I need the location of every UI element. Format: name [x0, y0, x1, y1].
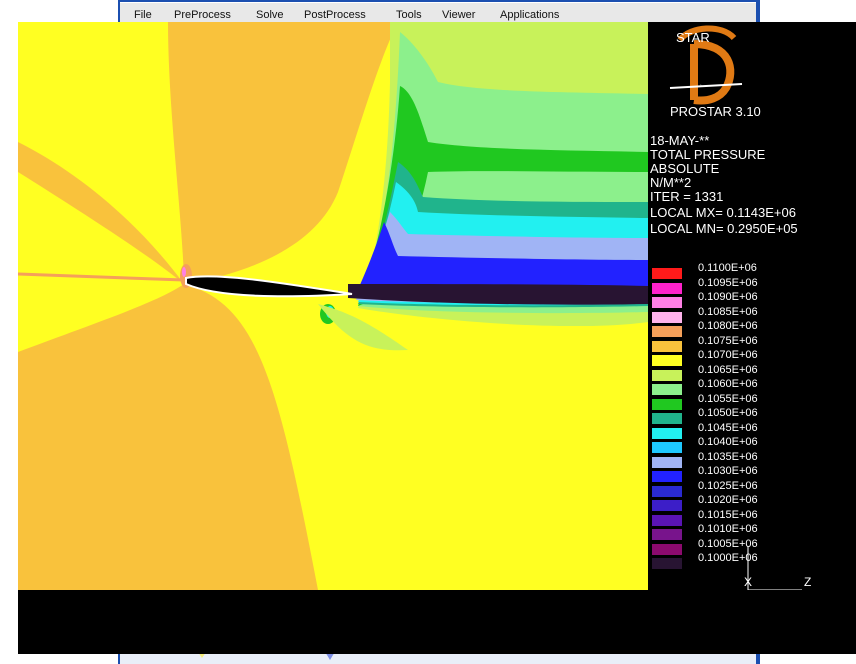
- legend-label: 0.1080E+06: [698, 320, 758, 332]
- legend-label: 0.1060E+06: [698, 378, 758, 390]
- legend-label: 0.1020E+06: [698, 494, 758, 506]
- legend-swatch: [652, 282, 682, 294]
- legend-label: 0.1100E+06: [698, 262, 757, 274]
- menu-viewer[interactable]: Viewer: [442, 9, 476, 21]
- legend-swatch: [652, 500, 682, 511]
- contour-wake-blue: [354, 222, 648, 302]
- logo-product-name: PROSTAR 3.10: [670, 104, 761, 119]
- legend-label: 0.1095E+06: [698, 276, 758, 289]
- contour-stagnation-core: [182, 267, 186, 277]
- legend-swatch: [652, 485, 682, 497]
- axis-label-vertical: X: [744, 575, 753, 589]
- legend-swatch: [652, 369, 682, 381]
- menu-tools[interactable]: Tools: [396, 9, 422, 21]
- legend-label: 0.1055E+06: [698, 392, 758, 405]
- local-min-label: LOCAL MN= 0.2950E+05: [650, 221, 798, 236]
- star-cd-logo: STAR D PROSTAR 3.10: [669, 25, 761, 119]
- legend-label: 0.1090E+06: [698, 291, 758, 303]
- legend-label: 0.1045E+06: [698, 421, 758, 434]
- legend-swatch: [652, 413, 682, 424]
- legend-label: 0.1015E+06: [698, 508, 758, 521]
- date-label: 18-MAY-**: [650, 133, 710, 148]
- legend-label: 0.1075E+06: [698, 334, 758, 347]
- legend-label: 0.1005E+06: [698, 537, 758, 550]
- bottom-message-area: [18, 590, 856, 654]
- background-menubar: File PreProcess Solve PostProcess Tools …: [120, 2, 756, 23]
- info-panel: STAR D PROSTAR 3.10 18-MAY-** TOTAL PRES…: [650, 22, 856, 590]
- contour-lower-light: [318, 304, 408, 351]
- logo-star-text: STAR: [676, 30, 710, 45]
- contour-region-upper-left: [18, 22, 184, 284]
- legend-swatch: [652, 340, 682, 352]
- airfoil: [185, 275, 353, 298]
- legend-swatch: [652, 456, 682, 468]
- legend-label: 0.1035E+06: [698, 450, 758, 463]
- menu-postprocess[interactable]: PostProcess: [304, 9, 366, 21]
- iteration-label: ITER = 1331: [650, 189, 724, 204]
- menu-solve[interactable]: Solve: [256, 9, 284, 21]
- legend-swatch: [652, 311, 682, 323]
- legend-swatch: [652, 558, 682, 569]
- legend-swatch: [652, 427, 682, 439]
- legend-label: 0.1040E+06: [698, 436, 758, 448]
- quantity-label: TOTAL PRESSURE: [650, 147, 766, 162]
- graphics-window[interactable]: STAR D PROSTAR 3.10 18-MAY-** TOTAL PRES…: [18, 22, 856, 654]
- legend-swatch: [652, 268, 682, 279]
- legend-swatch: [652, 326, 682, 337]
- axis-label-horizontal: Z: [804, 575, 812, 589]
- menu-applications[interactable]: Applications: [500, 9, 560, 21]
- pressure-contour-plot[interactable]: [18, 22, 648, 590]
- legend-swatch: [652, 442, 682, 453]
- legend-label: 0.1025E+06: [698, 479, 758, 492]
- legend-label: 0.1010E+06: [698, 523, 758, 535]
- legend-swatch: [652, 384, 682, 395]
- legend-swatch: [652, 355, 682, 366]
- legend-label: 0.1070E+06: [698, 349, 758, 361]
- menu-file[interactable]: File: [134, 9, 152, 21]
- legend-swatch: [652, 471, 682, 482]
- legend-swatch: [652, 543, 682, 555]
- contour-upstream-line: [18, 272, 185, 282]
- legend-label: 0.1030E+06: [698, 465, 758, 477]
- legend-swatch: [652, 297, 682, 308]
- legend-label: 0.1000E+06: [698, 552, 758, 564]
- local-max-label: LOCAL MX= 0.1143E+06: [650, 205, 796, 220]
- menu-preprocess[interactable]: PreProcess: [174, 9, 231, 21]
- legend-swatch: [652, 398, 682, 410]
- legend-label: 0.1085E+06: [698, 305, 758, 318]
- legend-swatch: [652, 514, 682, 526]
- contour-wake-dark-purple: [348, 284, 648, 305]
- units-label: N/M**2: [650, 175, 692, 190]
- legend-label: 0.1065E+06: [698, 363, 758, 376]
- legend-swatch: [652, 529, 682, 540]
- logo-letter: D: [700, 85, 702, 87]
- mode-label: ABSOLUTE: [650, 161, 720, 176]
- legend-label: 0.1050E+06: [698, 407, 758, 419]
